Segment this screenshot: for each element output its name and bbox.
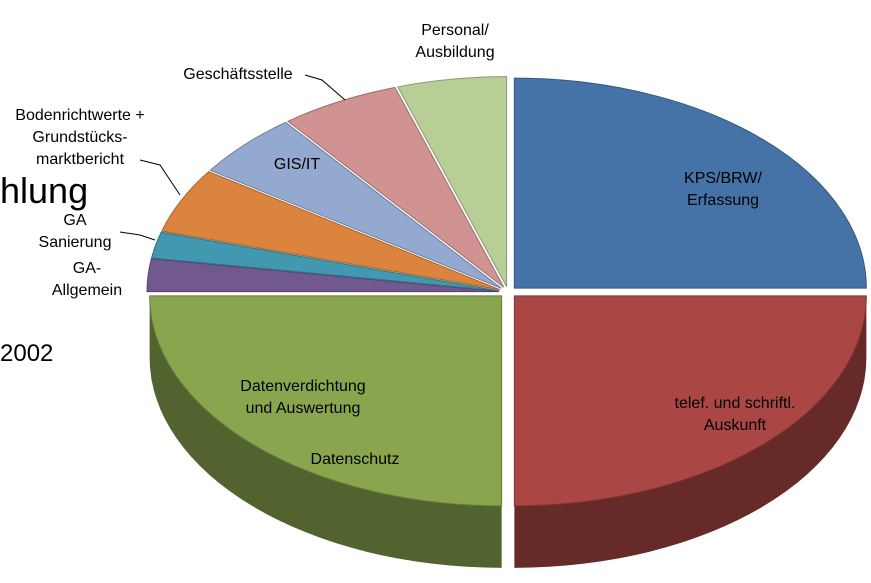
slice-label: Geschäftsstelle (183, 66, 293, 83)
slice-label: GA Sanierung (38, 212, 112, 251)
slice-label: Personal/ Ausbildung (415, 22, 495, 61)
slice (513, 295, 867, 507)
slice (209, 121, 502, 289)
slice-side (149, 295, 502, 568)
leader-line (304, 74, 346, 101)
slice (149, 295, 503, 507)
slice-side (514, 295, 867, 568)
slice-label: KPS/BRW/ Erfassung (684, 170, 762, 209)
slice-label: GIS/IT (273, 156, 321, 173)
slice-label: Bodenrichtwerte + Grundstücks- marktberi… (15, 107, 145, 168)
background-text: hlung (0, 170, 89, 211)
slice-label: telef. und schriftl. Auskunft (674, 395, 796, 434)
slice (146, 258, 500, 293)
slice (150, 231, 500, 292)
slice (287, 86, 505, 288)
slice-label: Datenverdichtung und Auswertung (240, 378, 366, 417)
slice (161, 171, 501, 291)
slice-label: GA- Allgemein (51, 260, 123, 299)
annotation: Datenschutz (310, 451, 400, 468)
background-text: 2002 (0, 340, 54, 367)
slice (513, 77, 867, 289)
slice (397, 76, 508, 287)
leader-line (139, 159, 181, 196)
leader-line (119, 231, 156, 241)
